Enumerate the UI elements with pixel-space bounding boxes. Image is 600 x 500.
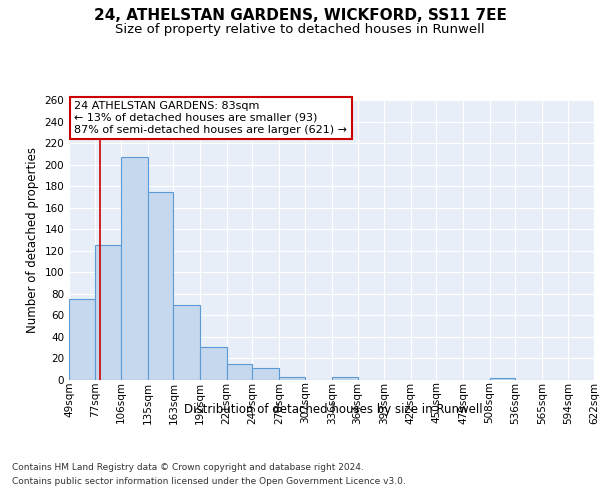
Bar bbox=[490, 378, 515, 380]
Bar bbox=[121, 157, 148, 380]
Y-axis label: Number of detached properties: Number of detached properties bbox=[26, 147, 39, 333]
Bar bbox=[69, 299, 95, 380]
Bar bbox=[200, 346, 227, 380]
Text: 24 ATHELSTAN GARDENS: 83sqm
← 13% of detached houses are smaller (93)
87% of sem: 24 ATHELSTAN GARDENS: 83sqm ← 13% of det… bbox=[74, 102, 347, 134]
Bar bbox=[332, 377, 358, 380]
Text: Size of property relative to detached houses in Runwell: Size of property relative to detached ho… bbox=[115, 22, 485, 36]
Bar bbox=[252, 368, 279, 380]
Text: Distribution of detached houses by size in Runwell: Distribution of detached houses by size … bbox=[184, 402, 482, 415]
Bar bbox=[279, 377, 305, 380]
Bar bbox=[227, 364, 252, 380]
Bar bbox=[173, 304, 200, 380]
Bar bbox=[95, 246, 121, 380]
Text: Contains HM Land Registry data © Crown copyright and database right 2024.: Contains HM Land Registry data © Crown c… bbox=[12, 462, 364, 471]
Text: Contains public sector information licensed under the Open Government Licence v3: Contains public sector information licen… bbox=[12, 478, 406, 486]
Bar bbox=[148, 192, 173, 380]
Text: 24, ATHELSTAN GARDENS, WICKFORD, SS11 7EE: 24, ATHELSTAN GARDENS, WICKFORD, SS11 7E… bbox=[94, 8, 506, 22]
